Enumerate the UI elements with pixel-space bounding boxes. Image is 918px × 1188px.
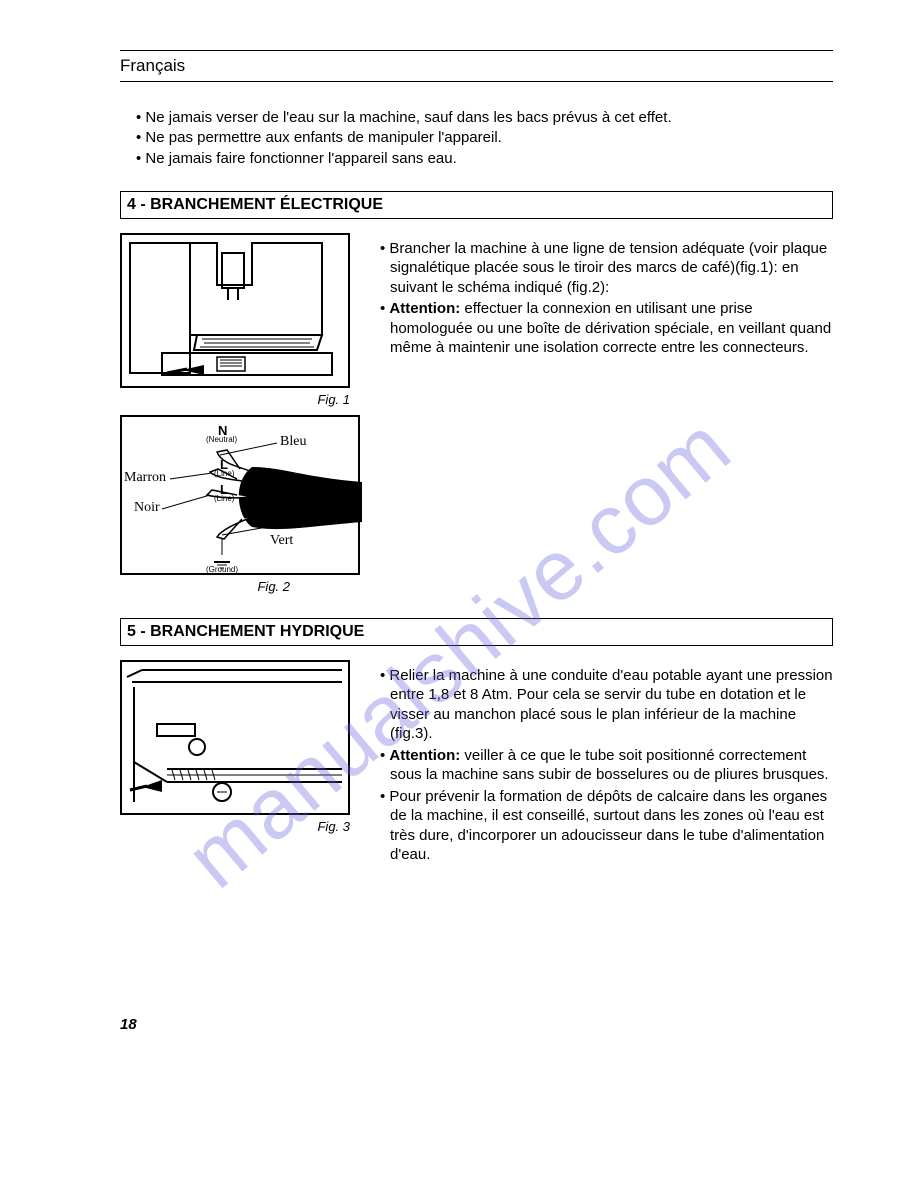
figure-2: N (Neutral) Bleu L (Line) Marron L (Line… — [120, 415, 360, 575]
header-rule: Français — [120, 50, 833, 82]
wire-ground-color-2: Vert — [270, 533, 293, 549]
figure-1 — [120, 233, 350, 388]
wire-l2-sub: (Line) — [214, 494, 234, 503]
wire-l1-sub: (Line) — [214, 469, 234, 478]
wire-l2-color: Noir — [134, 500, 160, 516]
figure-3 — [120, 660, 350, 815]
section-5-bullet: Pour prévenir la formation de dépôts de … — [380, 787, 833, 865]
figure-2-caption: Fig. 2 — [120, 579, 290, 594]
wire-l1-color: Marron — [124, 470, 166, 486]
section-4-bullets: Brancher la machine à une ligne de tensi… — [380, 239, 833, 360]
wire-ground-sub: (Ground) — [206, 565, 238, 574]
language-label: Français — [120, 53, 833, 79]
wire-n-color: Bleu — [280, 434, 306, 450]
section-5-bullets: Relier la machine à une conduite d'eau p… — [380, 666, 833, 867]
figure-3-caption: Fig. 3 — [120, 819, 350, 834]
page-number: 18 — [120, 1016, 137, 1033]
figure-1-caption: Fig. 1 — [120, 392, 350, 407]
section-5-bullet: Relier la machine à une conduite d'eau p… — [380, 666, 833, 744]
section-4-title: 4 - BRANCHEMENT ÉLECTRIQUE — [120, 191, 833, 219]
wire-n-sub: (Neutral) — [206, 435, 237, 444]
intro-bullet: Ne pas permettre aux enfants de manipule… — [136, 128, 833, 148]
wire-ground-color-1: Jaune- — [270, 517, 307, 533]
intro-bullet-list: Ne jamais verser de l'eau sur la machine… — [136, 108, 833, 169]
section-4-bullet: Brancher la machine à une ligne de tensi… — [380, 239, 833, 298]
intro-bullet: Ne jamais verser de l'eau sur la machine… — [136, 108, 833, 128]
section-5-bullet: Attention: veiller à ce que le tube soit… — [380, 746, 833, 785]
section-5-title: 5 - BRANCHEMENT HYDRIQUE — [120, 618, 833, 646]
section-4-bullet: Attention: effectuer la connexion en uti… — [380, 299, 833, 358]
intro-bullet: Ne jamais faire fonctionner l'appareil s… — [136, 149, 833, 169]
